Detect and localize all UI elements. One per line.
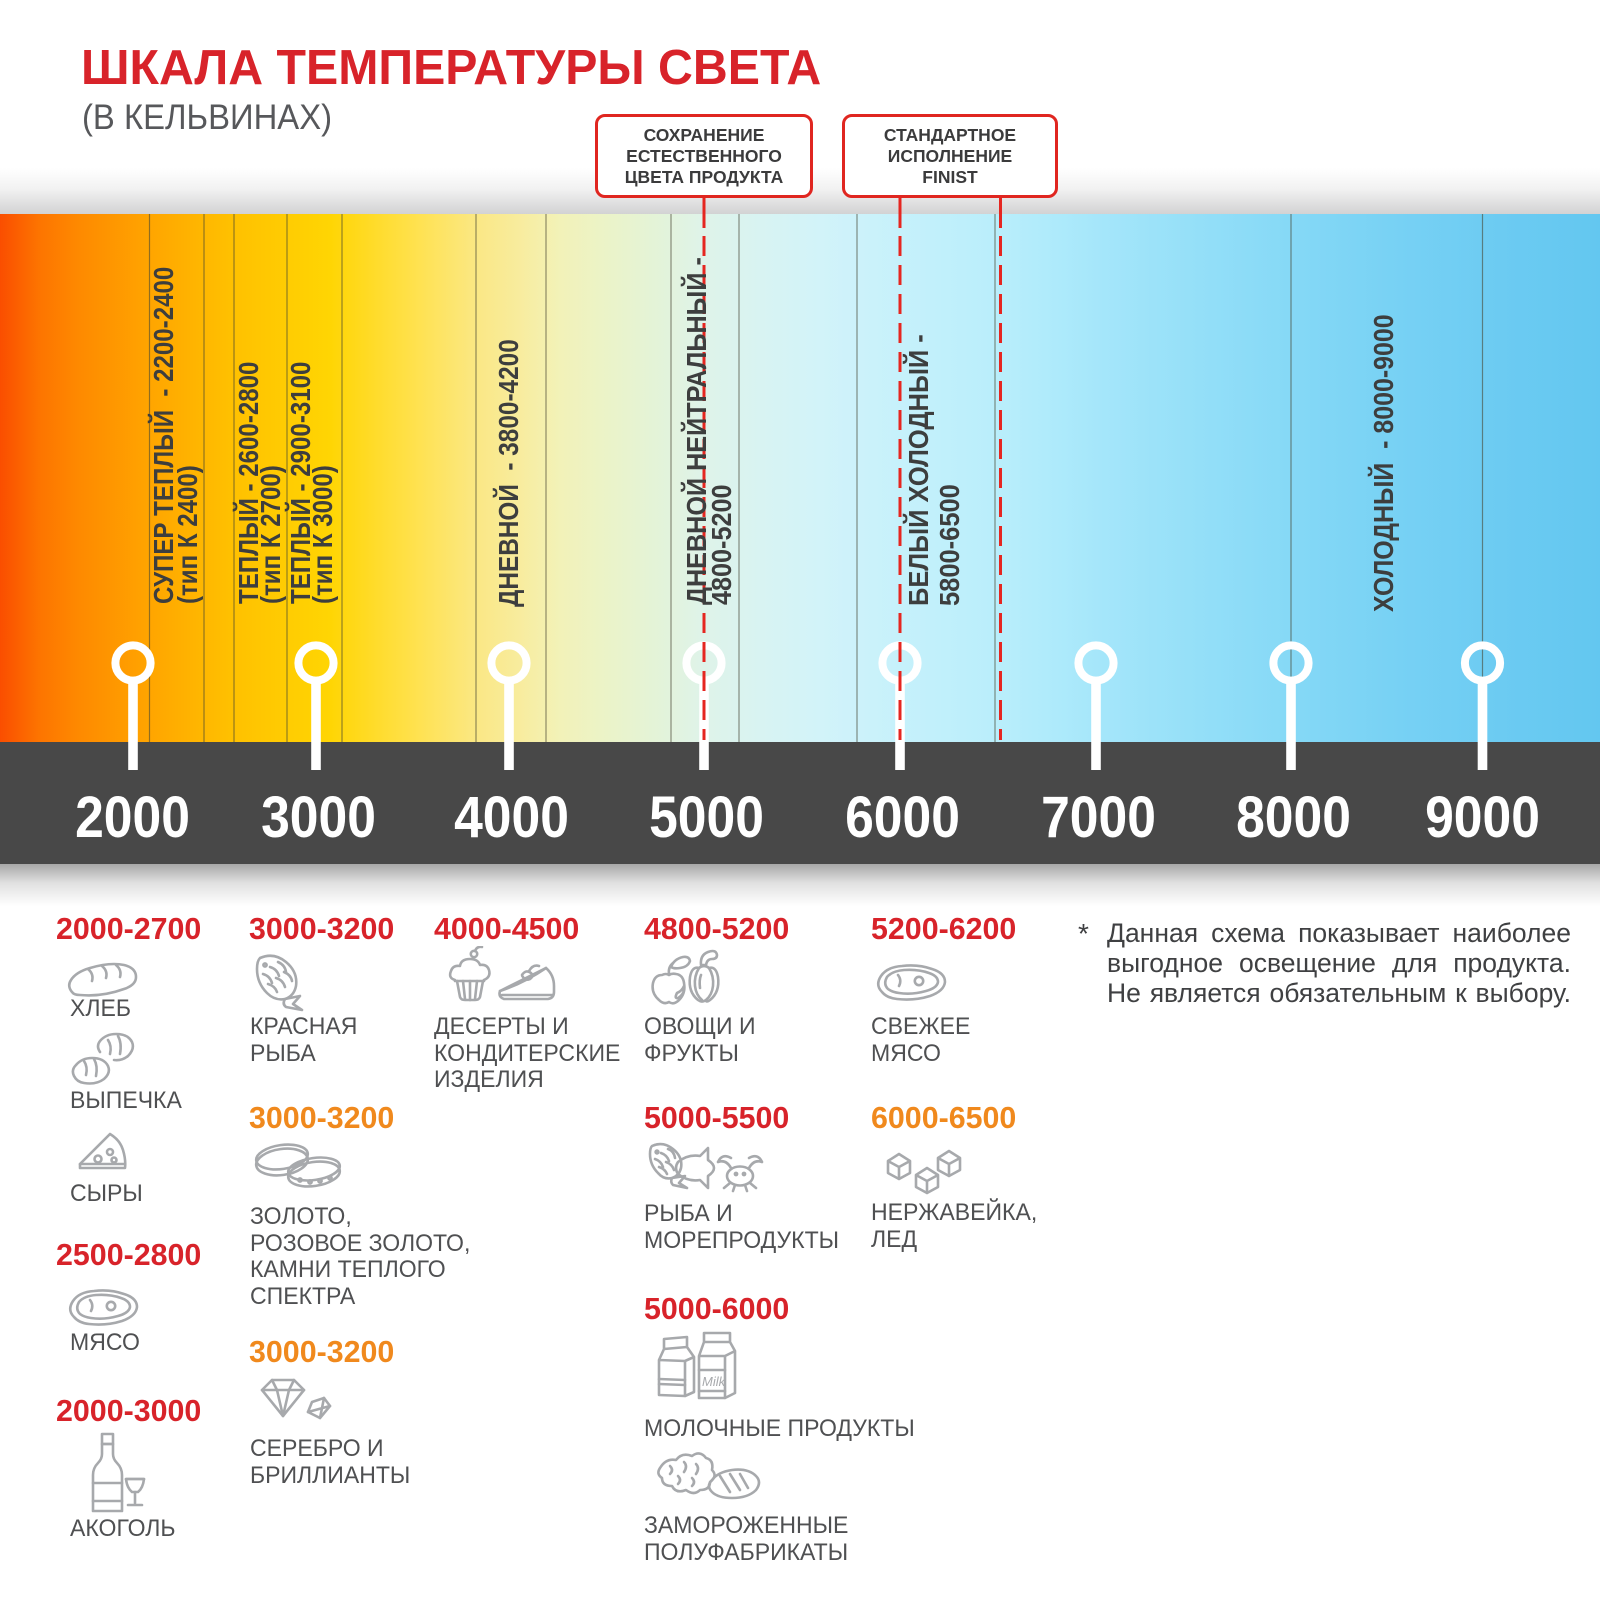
svg-text:Milk: Milk	[702, 1374, 727, 1389]
